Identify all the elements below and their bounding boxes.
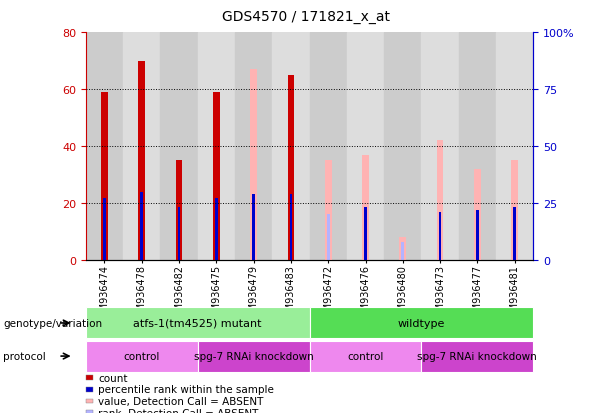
Bar (176, 161, 183, 260)
Text: protocol: protocol (3, 351, 46, 361)
Text: control: control (348, 351, 384, 361)
Bar (101, 93, 108, 260)
Text: wildtype: wildtype (398, 318, 445, 328)
Bar (384, 33, 421, 260)
Bar (513, 208, 516, 260)
Bar (421, 33, 459, 260)
Text: rank, Detection Call = ABSENT: rank, Detection Call = ABSENT (98, 408, 259, 413)
Bar (402, 242, 404, 260)
Bar (436, 141, 443, 260)
Text: count: count (98, 373, 128, 383)
Bar (178, 208, 180, 260)
Bar (287, 76, 294, 260)
Bar (400, 237, 406, 260)
Bar (325, 161, 332, 260)
Bar (362, 155, 369, 260)
Bar (235, 33, 272, 260)
Bar (213, 93, 219, 260)
Text: value, Detection Call = ABSENT: value, Detection Call = ABSENT (98, 396, 264, 406)
Bar (161, 33, 197, 260)
Bar (364, 208, 367, 260)
Bar (197, 33, 235, 260)
Bar (347, 33, 384, 260)
Text: percentile rank within the sample: percentile rank within the sample (98, 385, 274, 394)
Bar (123, 33, 161, 260)
Bar (459, 33, 496, 260)
Bar (140, 192, 143, 260)
Bar (86, 33, 123, 260)
Bar (496, 33, 533, 260)
Bar (439, 212, 441, 260)
Bar (139, 62, 145, 260)
Text: spg-7 RNAi knockdown: spg-7 RNAi knockdown (194, 351, 313, 361)
Bar (253, 195, 255, 260)
Bar (327, 215, 330, 260)
Text: atfs-1(tm4525) mutant: atfs-1(tm4525) mutant (134, 318, 262, 328)
Bar (289, 195, 292, 260)
Bar (250, 70, 257, 260)
Text: control: control (124, 351, 160, 361)
Text: GDS4570 / 171821_x_at: GDS4570 / 171821_x_at (223, 10, 390, 24)
Bar (272, 33, 310, 260)
Bar (511, 161, 518, 260)
Text: spg-7 RNAi knockdown: spg-7 RNAi knockdown (417, 351, 537, 361)
Text: genotype/variation: genotype/variation (3, 318, 102, 328)
Bar (474, 169, 481, 260)
Bar (215, 199, 218, 260)
Bar (476, 210, 479, 260)
Bar (310, 33, 347, 260)
Bar (103, 199, 106, 260)
